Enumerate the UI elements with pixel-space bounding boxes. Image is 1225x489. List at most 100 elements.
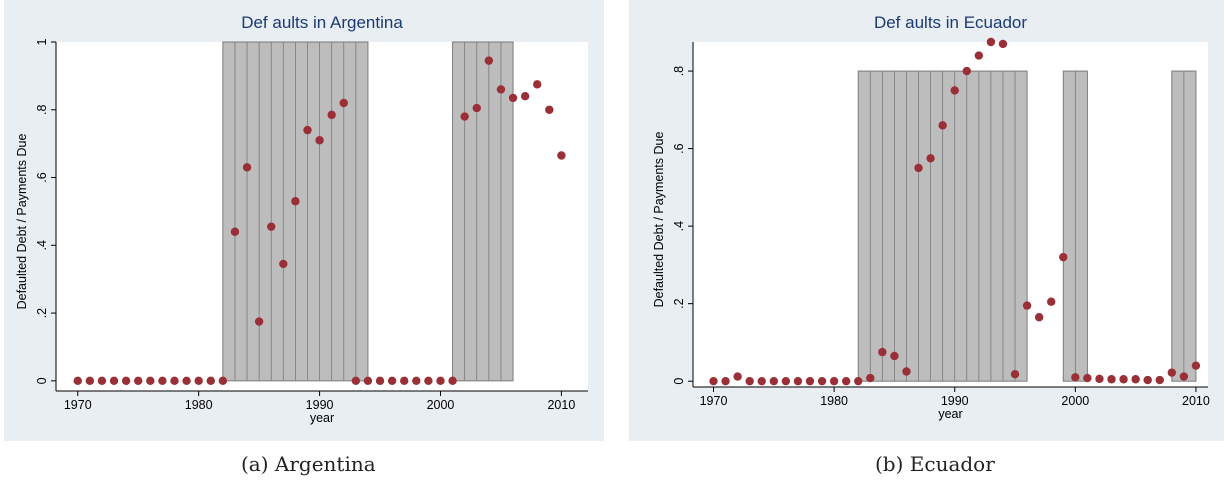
y-tick-label: .8 — [35, 105, 49, 115]
x-tick-label: 2000 — [427, 398, 455, 412]
data-point — [1167, 368, 1177, 377]
data-point — [866, 373, 875, 383]
data-point — [998, 39, 1008, 49]
caption-ecuador: (b) Ecuador — [875, 452, 995, 476]
x-tick-label: 1980 — [185, 398, 213, 412]
data-point — [387, 376, 397, 386]
chart-title: Def aults in Argentina — [241, 13, 403, 32]
default-band-rect — [452, 41, 514, 382]
y-tick-label: .4 — [672, 221, 686, 231]
data-point — [878, 347, 887, 357]
data-point — [146, 376, 155, 386]
data-point — [351, 376, 361, 386]
x-tick-label: 1990 — [941, 394, 969, 408]
data-point — [733, 372, 742, 381]
data-point — [109, 376, 119, 386]
x-tick-label: 2000 — [1061, 394, 1089, 408]
data-point — [363, 376, 373, 386]
chart-title: Def aults in Ecuador — [874, 13, 1027, 32]
default-band — [857, 70, 1028, 382]
data-point — [400, 376, 409, 386]
data-point — [709, 376, 718, 386]
data-point — [817, 376, 827, 386]
default-band — [222, 41, 369, 382]
data-point — [1010, 370, 1020, 379]
x-axis-title: year — [938, 407, 962, 421]
data-point — [158, 376, 167, 386]
x-axis-title: year — [310, 411, 334, 425]
data-point — [1131, 375, 1140, 384]
default-band — [1171, 70, 1197, 382]
data-point — [1191, 361, 1201, 370]
data-point — [412, 376, 421, 386]
data-point — [85, 376, 95, 386]
caption-argentina: (a) Argentina — [241, 452, 376, 476]
data-point — [986, 37, 996, 47]
data-point — [1071, 373, 1080, 382]
argentina-panel: Def aults in Argentina 1970 1980 1990 2000 20… — [4, 0, 604, 441]
x-tick-label: 1970 — [64, 398, 92, 412]
data-point — [291, 197, 300, 206]
data-point — [436, 376, 445, 386]
data-point — [841, 376, 851, 386]
data-point — [1047, 297, 1056, 306]
x-tick-label: 1990 — [306, 398, 334, 412]
y-tick-label: .8 — [672, 66, 686, 76]
data-point — [1107, 375, 1116, 384]
data-point — [805, 376, 815, 386]
data-point — [914, 163, 923, 173]
data-point — [134, 376, 143, 386]
data-point — [533, 80, 542, 89]
data-point — [315, 136, 324, 145]
data-point — [254, 317, 264, 326]
y-tick-label: .6 — [672, 143, 686, 153]
y-tick-label: .2 — [672, 298, 686, 308]
data-point — [557, 151, 566, 160]
data-point — [1119, 375, 1128, 384]
data-point — [545, 105, 554, 114]
data-series — [73, 56, 566, 386]
data-point — [1155, 375, 1164, 385]
y-tick-label: .4 — [35, 240, 49, 250]
x-tick-label: 2010 — [547, 398, 575, 412]
data-point — [170, 376, 179, 386]
data-point — [781, 376, 791, 386]
data-point — [230, 227, 240, 236]
y-tick-label: .2 — [35, 308, 49, 318]
data-point — [472, 103, 481, 113]
argentina-chart: Def aults in Argentina 1970 1980 1990 2000 20… — [4, 0, 604, 441]
data-series — [709, 37, 1201, 386]
data-point — [769, 376, 779, 386]
data-point — [218, 376, 228, 386]
y-tick-label: .6 — [35, 172, 49, 182]
data-point — [1143, 375, 1152, 385]
data-point — [1022, 301, 1032, 310]
y-axis-title: Defaulted Debt / Payments Due — [15, 134, 29, 310]
data-point — [962, 66, 971, 76]
data-point — [339, 98, 348, 108]
data-point — [890, 351, 899, 361]
data-point — [854, 376, 863, 386]
data-point — [950, 86, 959, 95]
data-point — [121, 376, 131, 386]
data-point — [938, 121, 947, 130]
data-point — [484, 56, 494, 65]
data-point — [926, 154, 935, 163]
data-point — [460, 112, 469, 121]
data-point — [520, 92, 530, 101]
data-point — [508, 93, 518, 103]
data-point — [496, 85, 506, 94]
y-tick-label: 1 — [35, 38, 49, 45]
ecuador-panel: Def aults in Ecuador 1970 1980 1990 2000 2010… — [629, 0, 1224, 441]
y-tick-label: 0 — [672, 378, 686, 385]
data-point — [182, 376, 191, 386]
data-point — [757, 376, 766, 386]
data-point — [721, 376, 730, 386]
data-point — [97, 376, 107, 386]
data-point — [1034, 313, 1044, 322]
default-band — [452, 41, 514, 382]
data-point — [829, 376, 839, 386]
data-point — [793, 376, 803, 386]
x-tick-label: 1970 — [700, 394, 728, 408]
data-point — [745, 376, 754, 386]
